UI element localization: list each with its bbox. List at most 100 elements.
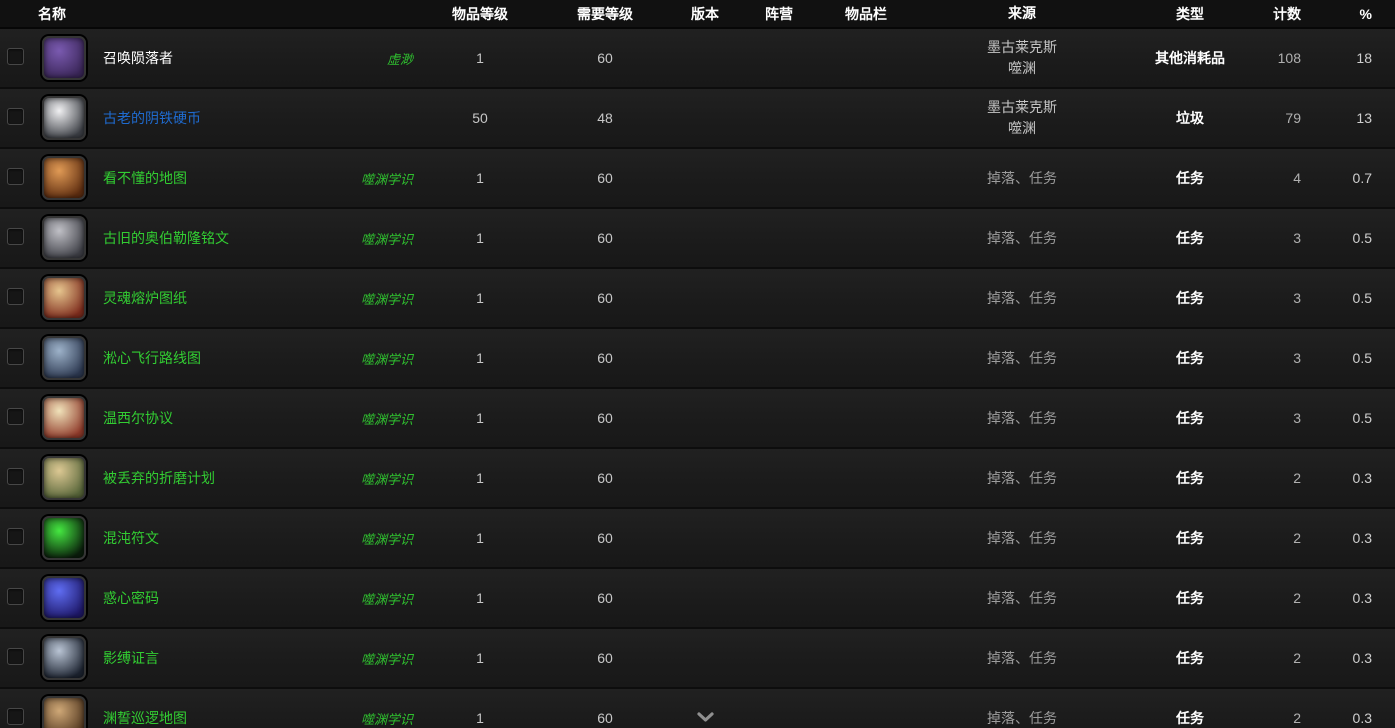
item-level-value: 1 (476, 530, 484, 546)
row-checkbox[interactable] (7, 168, 24, 185)
item-name-link[interactable]: 温西尔协议 (103, 410, 173, 426)
row-checkbox[interactable] (7, 468, 24, 485)
item-name-link[interactable]: 混沌符文 (103, 530, 159, 546)
column-header-count[interactable]: 计数 (1273, 5, 1301, 22)
source-line[interactable]: 掉落、任务 (987, 649, 1057, 666)
column-header-item-level[interactable]: 物品等级 (452, 5, 508, 22)
name-cell: 惑心密码 噬渊学识 (103, 588, 420, 608)
required-level-value: 60 (597, 650, 613, 666)
chevron-down-icon[interactable] (696, 712, 714, 723)
item-level-value: 1 (476, 350, 484, 366)
column-header-name[interactable]: 名称 (38, 5, 66, 22)
stone-tablet-icon[interactable] (42, 216, 86, 260)
icon-cell (42, 696, 103, 728)
source-line[interactable]: 掉落、任务 (987, 409, 1057, 426)
item-tag-link[interactable]: 噬渊学识 (360, 471, 413, 487)
row-checkbox[interactable] (7, 648, 24, 665)
count-value: 3 (1293, 230, 1301, 246)
name-cell: 淞心飞行路线图 噬渊学识 (103, 348, 420, 368)
row-checkbox[interactable] (7, 348, 24, 365)
source-line[interactable]: 掉落、任务 (987, 529, 1057, 546)
item-name-link[interactable]: 淞心飞行路线图 (103, 350, 201, 366)
item-tag-link[interactable]: 噬渊学识 (360, 711, 413, 727)
checkbox-cell (0, 528, 42, 548)
checkbox-cell (0, 348, 42, 368)
column-header-percent[interactable]: % (1359, 5, 1372, 22)
version-cell (670, 710, 740, 726)
item-name-link[interactable]: 召唤陨落者 (103, 50, 173, 66)
column-header-source[interactable]: 来源 (1008, 5, 1036, 21)
cloth-map-icon[interactable] (42, 336, 86, 380)
shadow-sigil-icon[interactable] (42, 636, 86, 680)
table-row: 看不懂的地图 噬渊学识 1 60 掉落、任务 任务 4 0.7 (0, 149, 1395, 209)
item-name-link[interactable]: 渊誓巡逻地图 (103, 710, 187, 726)
table-header: 名称 物品等级 需要等级 版本 阵营 物品栏 来源 类型 计数 % (0, 0, 1395, 29)
table-row: 温西尔协议 噬渊学识 1 60 掉落、任务 任务 3 0.5 (0, 389, 1395, 449)
item-name-link[interactable]: 古旧的奥伯勒隆铭文 (103, 230, 229, 246)
source-line[interactable]: 墨古莱克斯 (987, 39, 1057, 55)
row-checkbox[interactable] (7, 528, 24, 545)
tan-map-icon[interactable] (42, 696, 86, 728)
item-tag-link[interactable]: 噬渊学识 (360, 411, 413, 427)
item-name-link[interactable]: 古老的阴铁硬币 (103, 110, 201, 126)
item-tag-link[interactable]: 噬渊学识 (360, 651, 413, 667)
row-checkbox[interactable] (7, 708, 24, 725)
blue-cube-icon[interactable] (42, 576, 86, 620)
item-tag-link[interactable]: 噬渊学识 (360, 351, 413, 367)
row-checkbox[interactable] (7, 48, 24, 65)
percent-value: 13 (1356, 110, 1372, 126)
column-header-slot[interactable]: 物品栏 (845, 5, 887, 22)
required-level-value: 48 (597, 110, 613, 126)
column-header-req-level[interactable]: 需要等级 (577, 5, 633, 22)
sealed-scroll-icon[interactable] (42, 396, 86, 440)
source-line[interactable]: 掉落、任务 (987, 589, 1057, 606)
item-tag-link[interactable]: 虚渺 (386, 51, 413, 67)
row-checkbox[interactable] (7, 588, 24, 605)
stone-coin-icon[interactable] (42, 96, 86, 140)
row-checkbox[interactable] (7, 288, 24, 305)
orange-map-icon[interactable] (42, 156, 86, 200)
source-cell: 掉落、任务 (914, 528, 1130, 549)
row-checkbox[interactable] (7, 228, 24, 245)
percent-value: 0.5 (1352, 410, 1372, 426)
source-line[interactable]: 掉落、任务 (987, 229, 1057, 246)
item-name-link[interactable]: 被丢弃的折磨计划 (103, 470, 215, 486)
row-checkbox[interactable] (7, 108, 24, 125)
item-type-value: 任务 (1176, 650, 1204, 666)
item-tag-link[interactable]: 噬渊学识 (360, 531, 413, 547)
source-line[interactable]: 掉落、任务 (987, 709, 1057, 726)
table-row: 古旧的奥伯勒隆铭文 噬渊学识 1 60 掉落、任务 任务 3 0.5 (0, 209, 1395, 269)
source-line[interactable]: 墨古莱克斯 (987, 99, 1057, 115)
table-row: 渊誓巡逻地图 噬渊学识 1 60 掉落、任务 任务 2 0.3 (0, 689, 1395, 728)
name-cell: 召唤陨落者 虚渺 (103, 48, 420, 68)
count-value: 2 (1293, 650, 1301, 666)
required-level-value: 60 (597, 50, 613, 66)
column-header-version[interactable]: 版本 (691, 5, 719, 22)
column-header-faction[interactable]: 阵营 (765, 5, 793, 22)
table-body: 召唤陨落者 虚渺 1 60 墨古莱克斯 噬渊 其他消耗品 108 18 古老的阴铁… (0, 29, 1395, 728)
item-type-value: 任务 (1176, 350, 1204, 366)
paper-bundle-icon[interactable] (42, 456, 86, 500)
item-name-link[interactable]: 看不懂的地图 (103, 170, 187, 186)
source-line[interactable]: 掉落、任务 (987, 349, 1057, 366)
item-name-link[interactable]: 灵魂熔炉图纸 (103, 290, 187, 306)
item-tag-link[interactable]: 噬渊学识 (360, 291, 413, 307)
item-level-value: 1 (476, 470, 484, 486)
item-tag-link[interactable]: 噬渊学识 (360, 231, 413, 247)
source-line[interactable]: 掉落、任务 (987, 289, 1057, 306)
row-checkbox[interactable] (7, 408, 24, 425)
source-line[interactable]: 掉落、任务 (987, 469, 1057, 486)
source-line[interactable]: 掉落、任务 (987, 169, 1057, 186)
column-header-type[interactable]: 类型 (1176, 5, 1204, 22)
item-tag-link[interactable]: 噬渊学识 (360, 591, 413, 607)
source-line[interactable]: 噬渊 (1008, 120, 1036, 136)
green-rune-icon[interactable] (42, 516, 86, 560)
blueprint-scroll-icon[interactable] (42, 276, 86, 320)
purple-scroll-icon[interactable] (42, 36, 86, 80)
item-tag-link[interactable]: 噬渊学识 (360, 171, 413, 187)
name-cell: 古旧的奥伯勒隆铭文 噬渊学识 (103, 228, 420, 248)
item-name-link[interactable]: 惑心密码 (103, 590, 159, 606)
count-value: 3 (1293, 290, 1301, 306)
item-name-link[interactable]: 影缚证言 (103, 650, 159, 666)
source-line[interactable]: 噬渊 (1008, 60, 1036, 76)
